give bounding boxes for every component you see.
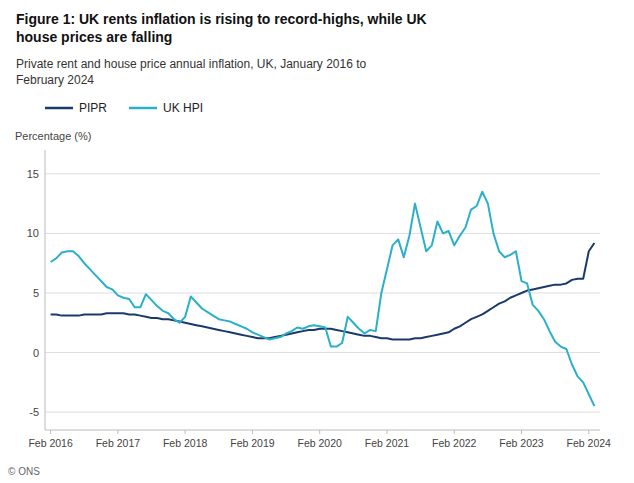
x-tick-label: Feb 2022 — [432, 437, 477, 449]
y-tick-label: 0 — [33, 347, 39, 359]
x-tick-label: Feb 2016 — [28, 437, 73, 449]
y-tick-label: -5 — [29, 406, 39, 418]
y-axis-label: Percentage (%) — [15, 130, 91, 142]
title: Figure 1: UK rents inflation is rising t… — [16, 11, 427, 45]
grid-line — [45, 412, 600, 413]
series-line — [51, 243, 595, 340]
grid-line — [45, 292, 600, 293]
legend-swatch — [45, 107, 73, 110]
x-tick — [252, 430, 253, 434]
y-tick-label: 5 — [33, 287, 39, 299]
plot-lines — [51, 192, 595, 406]
y-tick-label: 15 — [27, 168, 39, 180]
subtitle: Private rent and house price annual infl… — [16, 57, 367, 87]
grid-line — [45, 352, 600, 353]
x-tick-label: Feb 2017 — [96, 437, 141, 449]
x-tick — [454, 430, 455, 434]
legend-label: PIPR — [79, 101, 107, 115]
x-tick-label: Feb 2021 — [365, 437, 410, 449]
annotation: © ONS — [8, 466, 40, 477]
x-tick-label: Feb 2023 — [499, 437, 544, 449]
x-axis-line — [45, 430, 600, 431]
legend: PIPR UK HPI — [45, 101, 203, 115]
x-tick — [386, 430, 387, 434]
x-tick-label: Feb 2020 — [298, 437, 343, 449]
x-tick-label: Feb 2024 — [567, 437, 612, 449]
legend-label: UK HPI — [163, 101, 203, 115]
x-tick — [319, 430, 320, 434]
x-tick — [185, 430, 186, 434]
grid-line — [45, 173, 600, 174]
x-tick-label: Feb 2018 — [163, 437, 208, 449]
series-line — [51, 192, 595, 406]
x-tick — [588, 430, 589, 434]
x-tick — [521, 430, 522, 434]
grid-line — [45, 233, 600, 234]
chart: Figure 1: UK rents inflation is rising t… — [0, 0, 634, 483]
y-tick-label: 10 — [27, 227, 39, 239]
x-tick-label: Feb 2019 — [230, 437, 275, 449]
x-tick — [117, 430, 118, 434]
legend-swatch — [129, 107, 157, 110]
x-tick — [50, 430, 51, 434]
y-axis-line — [45, 150, 46, 430]
